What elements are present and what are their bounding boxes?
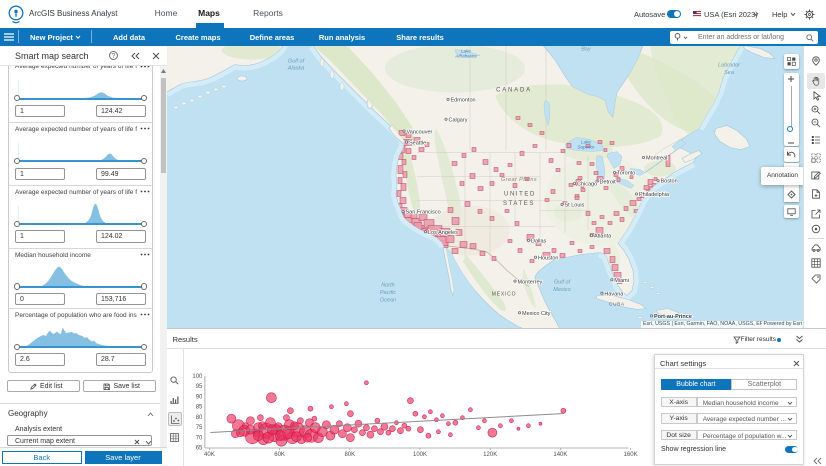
svg-text:Atlanta: Atlanta [594, 233, 612, 239]
svg-text:40K: 40K [204, 452, 215, 458]
svg-text:STATES: STATES [503, 201, 535, 207]
svg-text:Bay: Bay [581, 46, 592, 52]
svg-text:Lake: Lake [461, 48, 471, 53]
svg-text:Gulf of: Gulf of [288, 58, 305, 64]
svg-text:Houston: Houston [538, 255, 559, 261]
svg-text:140K: 140K [553, 452, 567, 458]
svg-text:80K: 80K [344, 452, 355, 458]
svg-text:Montreal: Montreal [646, 155, 667, 161]
svg-text:100: 100 [192, 374, 203, 380]
svg-text:60K: 60K [274, 452, 285, 458]
svg-text:Labrador: Labrador [718, 62, 741, 68]
svg-text:120K: 120K [483, 452, 497, 458]
svg-text:100K: 100K [413, 452, 427, 458]
svg-text:75: 75 [195, 425, 202, 431]
svg-text:70: 70 [195, 435, 202, 441]
svg-text:65: 65 [195, 445, 202, 451]
svg-text:95: 95 [195, 384, 202, 390]
svg-text:St Louis: St Louis [565, 202, 585, 208]
svg-text:Mexico: Mexico [553, 287, 570, 293]
svg-text:160K: 160K [623, 452, 637, 458]
svg-text:CANADA: CANADA [496, 87, 532, 93]
svg-text:MÉXICO: MÉXICO [492, 290, 517, 297]
svg-text:Athabasca: Athabasca [454, 53, 477, 58]
svg-text:Los Angeles: Los Angeles [428, 229, 458, 235]
svg-text:Alaska: Alaska [287, 65, 305, 71]
svg-text:Great Plains: Great Plains [501, 177, 537, 183]
svg-text:Ocean: Ocean [380, 297, 396, 303]
svg-text:CUBA: CUBA [609, 301, 625, 306]
svg-text:San Francisco: San Francisco [406, 209, 441, 215]
svg-text:Superior: Superior [577, 144, 595, 149]
svg-text:Dallas: Dallas [531, 238, 547, 244]
svg-text:UNITED: UNITED [504, 191, 536, 197]
svg-text:Mexico City: Mexico City [522, 311, 551, 317]
svg-text:Vancouver: Vancouver [407, 129, 433, 135]
svg-text:Boston: Boston [661, 178, 678, 184]
svg-text:Chicago: Chicago [577, 181, 597, 187]
svg-text:Monterrey: Monterrey [518, 279, 543, 285]
svg-text:Philadelphia: Philadelphia [639, 192, 670, 198]
svg-text:Toronto: Toronto [617, 170, 635, 176]
svg-text:Gulf of: Gulf of [554, 279, 571, 285]
svg-text:90: 90 [195, 394, 202, 400]
svg-text:Edmonton: Edmonton [451, 97, 476, 103]
svg-text:Calgary: Calgary [449, 117, 468, 123]
svg-text:Detroit: Detroit [600, 179, 617, 185]
svg-text:North: North [381, 282, 394, 288]
svg-text:Seattle: Seattle [409, 140, 426, 146]
svg-text:85: 85 [195, 404, 202, 410]
svg-text:80: 80 [195, 414, 202, 420]
svg-text:Pacific: Pacific [380, 290, 396, 296]
svg-text:Sea: Sea [724, 70, 734, 76]
svg-text:Havana: Havana [604, 291, 624, 297]
svg-text:Miami: Miami [614, 278, 629, 284]
svg-text:Lake: Lake [581, 139, 591, 144]
svg-text:Port-au-Prince: Port-au-Prince [654, 314, 692, 320]
